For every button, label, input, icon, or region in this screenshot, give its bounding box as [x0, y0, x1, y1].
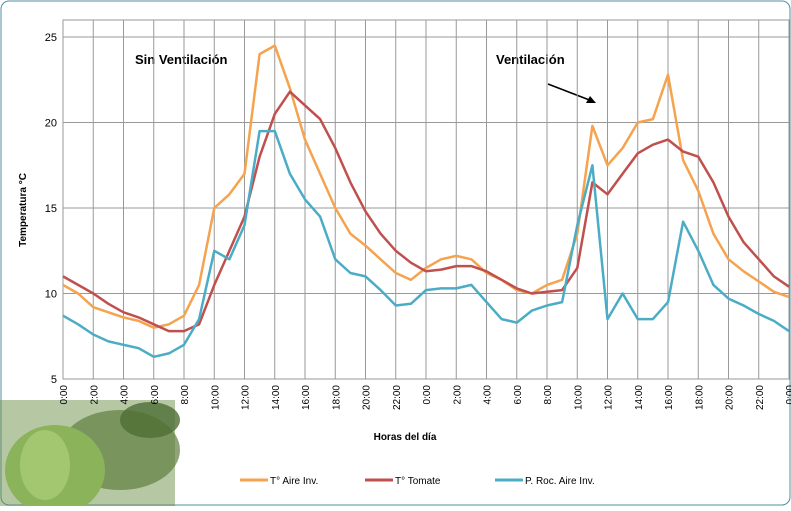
- x-tick-label: 6:00: [513, 385, 524, 405]
- x-tick-label: 0:00: [785, 385, 791, 405]
- x-tick-label: 2:00: [89, 385, 100, 405]
- y-tick-label: 20: [45, 118, 57, 130]
- x-tick-label: 8:00: [180, 385, 191, 405]
- x-axis-label: Horas del día: [374, 432, 437, 443]
- legend-label: T° Tomate: [395, 476, 441, 487]
- x-tick-label: 0:00: [59, 385, 70, 405]
- x-tick-label: 18:00: [694, 385, 705, 410]
- x-tick-label: 4:00: [483, 385, 494, 405]
- x-tick-label: 8:00: [543, 385, 554, 405]
- y-tick-label: 25: [45, 32, 57, 44]
- x-tick-label: 18:00: [331, 385, 342, 410]
- x-tick-label: 20:00: [725, 385, 736, 410]
- y-tick-label: 10: [45, 289, 57, 301]
- x-tick-label: 10:00: [573, 385, 584, 410]
- y-tick-label: 5: [51, 374, 57, 386]
- legend-label: T° Aire Inv.: [270, 476, 318, 487]
- x-tick-label: 16:00: [301, 385, 312, 410]
- y-axis-label: Temperatura °C: [18, 173, 29, 247]
- photo: [0, 400, 180, 506]
- legend-label: P. Roc. Aire Inv.: [525, 476, 595, 487]
- x-tick-label: 0:00: [422, 385, 433, 405]
- x-tick-label: 22:00: [392, 385, 403, 410]
- chart: Sin Ventilación Ventilación Temperatura …: [0, 0, 791, 506]
- x-tick-label: 6:00: [150, 385, 161, 405]
- x-tick-label: 12:00: [241, 385, 252, 410]
- x-tick-label: 14:00: [271, 385, 282, 410]
- x-tick-label: 16:00: [664, 385, 675, 410]
- x-tick-label: 22:00: [755, 385, 766, 410]
- x-tick-label: 10:00: [210, 385, 221, 410]
- x-tick-label: 2:00: [452, 385, 463, 405]
- y-tick-label: 15: [45, 203, 57, 215]
- x-tick-label: 12:00: [604, 385, 615, 410]
- annotation: Ventilación: [496, 52, 565, 67]
- x-tick-label: 4:00: [120, 385, 131, 405]
- x-tick-label: 20:00: [362, 385, 373, 410]
- annotation: Sin Ventilación: [135, 52, 228, 67]
- x-tick-label: 14:00: [634, 385, 645, 410]
